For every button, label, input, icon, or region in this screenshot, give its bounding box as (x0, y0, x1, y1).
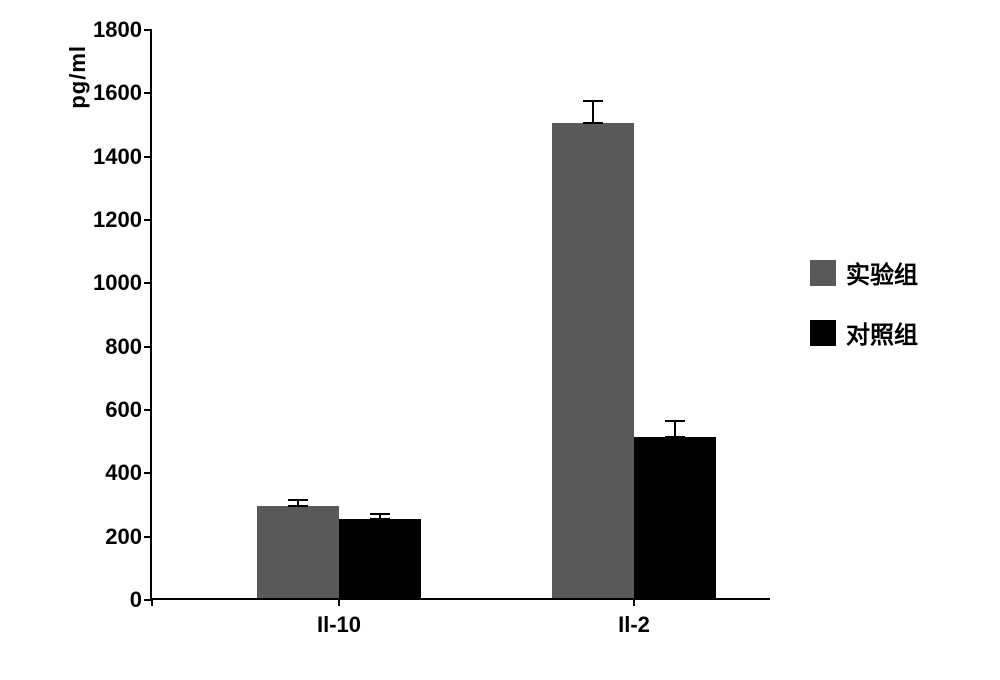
legend-swatch-series-0 (810, 260, 836, 286)
y-tick-label: 200 (82, 524, 142, 550)
bar (552, 123, 634, 598)
plot-area: Il-10Il-2 (150, 30, 770, 600)
x-tick (633, 598, 635, 606)
bar (257, 506, 339, 598)
error-cap (370, 513, 390, 515)
error-cap (370, 518, 390, 520)
bar (634, 437, 716, 599)
x-tick-label: Il-10 (317, 612, 361, 638)
y-tick-label: 600 (82, 397, 142, 423)
y-tick-label: 800 (82, 334, 142, 360)
y-tick (144, 29, 152, 31)
y-tick-label: 1800 (82, 17, 142, 43)
legend-item: 对照组 (810, 315, 918, 350)
y-tick (144, 219, 152, 221)
error-cap (583, 122, 603, 124)
legend-label-series-1: 对照组 (846, 315, 918, 350)
legend-label-series-0: 实验组 (846, 255, 918, 290)
y-tick (144, 156, 152, 158)
chart-container: pg/ml Il-10Il-2 实验组 对照组 0200400600800100… (50, 20, 950, 660)
legend-swatch-series-1 (810, 320, 836, 346)
y-tick-label: 1600 (82, 80, 142, 106)
y-tick (144, 346, 152, 348)
y-tick (144, 472, 152, 474)
legend: 实验组 对照组 (810, 255, 918, 375)
legend-item: 实验组 (810, 255, 918, 290)
x-tick-label: Il-2 (618, 612, 650, 638)
error-cap (288, 499, 308, 501)
error-cap (583, 100, 603, 102)
y-tick-label: 0 (82, 587, 142, 613)
y-tick-label: 1400 (82, 144, 142, 170)
y-tick (144, 92, 152, 94)
y-tick-label: 1200 (82, 207, 142, 233)
error-bar (592, 101, 594, 123)
y-tick-label: 400 (82, 460, 142, 486)
error-cap (288, 505, 308, 507)
error-cap (665, 436, 685, 438)
y-tick-label: 1000 (82, 270, 142, 296)
y-tick (144, 536, 152, 538)
y-tick (144, 409, 152, 411)
error-cap (665, 420, 685, 422)
x-tick (338, 598, 340, 606)
error-bar (674, 421, 676, 437)
bar (339, 519, 421, 598)
x-tick (151, 598, 153, 606)
y-tick (144, 282, 152, 284)
